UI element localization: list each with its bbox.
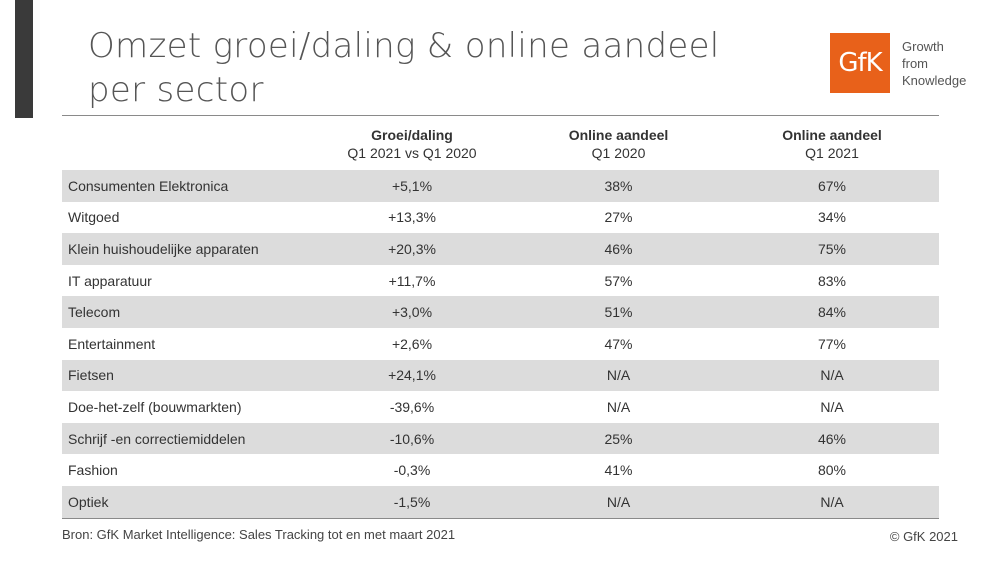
table-row: Witgoed +13,3% 27% 34% — [62, 201, 939, 234]
table-body: Consumenten Elektronica +5,1% 38% 67% Witgoe… — [62, 170, 939, 519]
online-2020-cell: 46% — [604, 240, 633, 257]
header-online-2021-sub: Q1 2021 — [805, 145, 859, 161]
online-2020-cell: 27% — [604, 209, 633, 226]
growth-cell: +2,6% — [391, 335, 433, 352]
growth-cell: +20,3% — [388, 240, 436, 257]
online-2021-cell: 84% — [817, 304, 847, 321]
growth-cell: -39,6% — [389, 398, 435, 415]
growth-cell: -1,5% — [312, 485, 512, 519]
online-2021-cell: N/A — [725, 485, 939, 519]
sector-cell: Fashion — [68, 462, 118, 479]
online-2021-cell: 83% — [817, 272, 847, 289]
sector-cell: Klein huishoudelijke apparaten — [68, 240, 259, 257]
table-row: Consumenten Elektronica +5,1% 38% 67% — [62, 170, 939, 202]
header-online-2021-title: Online aandeel — [782, 127, 882, 143]
page-title: Omzet groei/daling & online aandeel per … — [88, 26, 720, 110]
sector-cell: Telecom — [68, 304, 121, 321]
growth-cell: -0,3% — [393, 462, 431, 479]
table-row: Fietsen +24,1% N/A N/A — [62, 359, 939, 392]
growth-cell: +5,1% — [391, 177, 433, 194]
source-note: Bron: GfK Market Intelligence: Sales Tra… — [62, 527, 456, 542]
sector-cell: Consumenten Elektronica — [68, 177, 229, 194]
online-2020-cell: N/A — [606, 367, 631, 384]
sector-cell: Witgoed — [68, 209, 120, 226]
table-row: Fashion -0,3% 41% 80% — [62, 454, 939, 486]
online-2021-cell: 80% — [817, 462, 847, 479]
growth-cell: -10,6% — [389, 430, 435, 447]
online-2021-cell: 77% — [817, 335, 847, 352]
online-2021-cell: N/A — [820, 367, 844, 384]
header-online-2020: Online aandeel Q1 2020 — [512, 116, 725, 170]
online-2020-cell: 25% — [604, 430, 633, 447]
growth-cell: +13,3% — [388, 209, 436, 226]
table-row: IT apparatuur +11,7% 57% 83% — [62, 264, 939, 297]
table-row: Telecom +3,0% 51% 84% — [62, 296, 939, 328]
online-2020-cell: N/A — [512, 485, 725, 519]
sector-cell: Schrijf -en correctiemiddelen — [68, 430, 246, 447]
sector-table: Groei/daling Q1 2021 vs Q1 2020 Online a… — [62, 115, 939, 519]
tagline-line-1: Growth — [902, 39, 944, 54]
table-row: Schrijf -en correctiemiddelen -10,6% 25% 46… — [62, 422, 939, 455]
online-2020-cell: N/A — [606, 398, 631, 415]
online-2021-cell: 46% — [817, 430, 847, 447]
online-2020-cell: 47% — [604, 335, 633, 352]
online-2021-cell: 75% — [817, 240, 847, 257]
table-row: Doe-het-zelf (bouwmarkten) -39,6% N/A N/A — [62, 391, 939, 423]
sector-cell: Doe-het-zelf (bouwmarkten) — [68, 398, 242, 415]
online-2020-cell: 41% — [604, 462, 633, 479]
online-2020-cell: 38% — [604, 177, 633, 194]
tagline-line-3: Knowledge — [902, 73, 967, 88]
online-2021-cell: 34% — [817, 209, 847, 226]
gfk-logo: GfK — [830, 33, 890, 93]
table-row: Entertainment +2,6% 47% 77% — [62, 327, 939, 360]
online-2021-cell: N/A — [820, 398, 844, 415]
growth-cell: +24,1% — [388, 367, 436, 384]
online-2021-cell: 67% — [817, 177, 847, 194]
online-2020-cell: 57% — [604, 272, 633, 289]
header-growth-sub: Q1 2021 vs Q1 2020 — [347, 145, 477, 161]
sector-cell: Fietsen — [68, 367, 114, 384]
header-growth: Groei/daling Q1 2021 vs Q1 2020 — [312, 116, 512, 170]
table-row: Optiek -1,5% N/A N/A — [62, 485, 939, 519]
header-online-2020-title: Online aandeel — [568, 127, 669, 143]
header-growth-title: Groei/daling — [371, 127, 453, 143]
online-2020-cell: 51% — [604, 304, 633, 321]
table-header-row: Groei/daling Q1 2021 vs Q1 2020 Online a… — [62, 116, 939, 170]
tagline-line-2: from — [902, 56, 928, 71]
table-row: Klein huishoudelijke apparaten +20,3% 46% 7… — [62, 233, 939, 265]
accent-bar — [15, 0, 33, 118]
logo-tagline: Growth from Knowledge — [902, 38, 997, 89]
growth-cell: +3,0% — [391, 304, 433, 321]
header-online-2021: Online aandeel Q1 2021 — [725, 116, 939, 170]
logo-text: GfK — [838, 48, 882, 78]
copyright: © GfK 2021 — [889, 529, 958, 544]
sector-cell: IT apparatuur — [68, 272, 152, 289]
sector-cell: Optiek — [62, 485, 312, 519]
header-sector — [62, 116, 312, 170]
sector-cell: Entertainment — [68, 335, 156, 352]
header-online-2020-sub: Q1 2020 — [591, 145, 646, 161]
growth-cell: +11,7% — [388, 272, 436, 289]
